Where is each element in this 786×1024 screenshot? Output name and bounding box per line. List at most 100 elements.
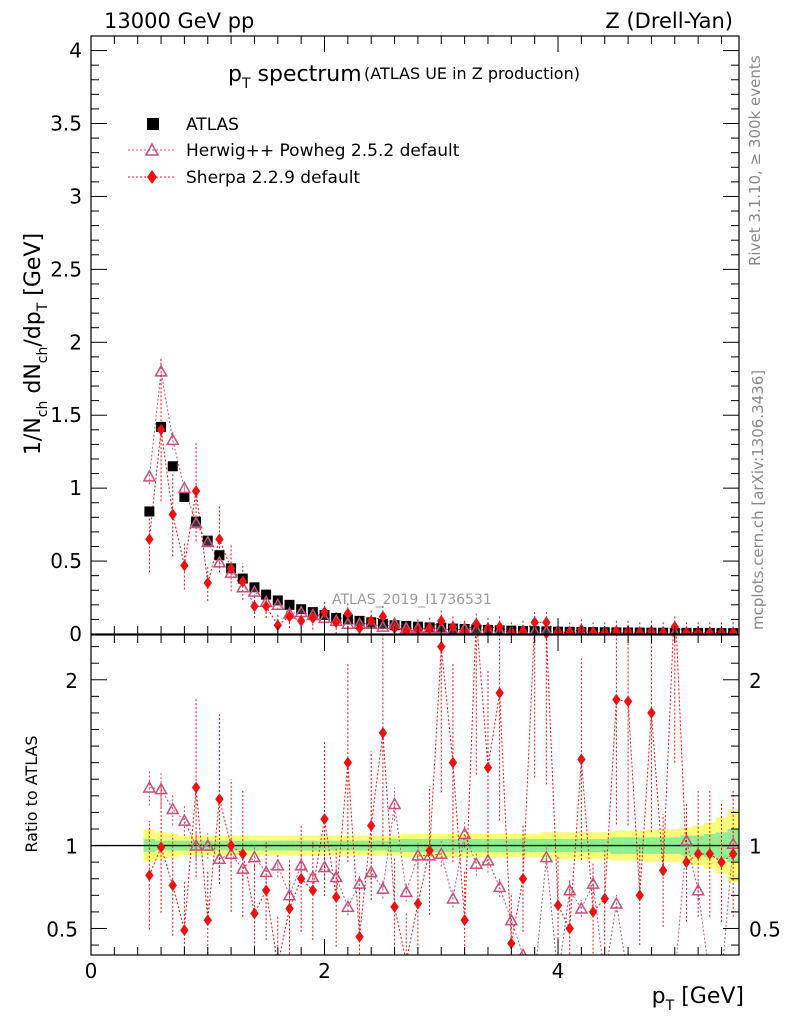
sherpa-point bbox=[180, 559, 189, 572]
herwig-ratio-point bbox=[481, 853, 495, 866]
top-y-tick-label: 1.5 bbox=[50, 403, 82, 427]
sherpa-point bbox=[238, 575, 247, 588]
herwig-point bbox=[271, 597, 285, 610]
sherpa-point bbox=[331, 616, 341, 629]
herwig-ratio-point bbox=[282, 888, 297, 901]
atlas-data-point bbox=[354, 615, 365, 626]
herwig-ratio-point bbox=[623, 973, 634, 983]
bottom-y-tick-label-right: 0.5 bbox=[749, 917, 781, 941]
plot-title: pT spectrum bbox=[228, 62, 362, 92]
sherpa-point bbox=[588, 626, 598, 634]
x-tick-label: 0 bbox=[85, 959, 98, 983]
herwig-ratio-point bbox=[646, 973, 657, 983]
sherpa-ratio-point bbox=[331, 891, 341, 903]
herwig-ratio-point bbox=[142, 780, 157, 793]
header-left: 13000 GeV pp bbox=[104, 9, 254, 33]
header-right: Z (Drell-Yan) bbox=[605, 9, 733, 33]
sherpa-point bbox=[168, 508, 177, 521]
x-tick-label: 4 bbox=[552, 959, 565, 983]
sherpa-ratio-point bbox=[320, 813, 329, 825]
sherpa-point bbox=[705, 626, 715, 634]
sherpa-ratio-point bbox=[413, 897, 423, 910]
herwig-ratio-point bbox=[704, 973, 715, 983]
legend-label-herwig: Herwig++ Powheg 2.5.2 default bbox=[186, 141, 460, 161]
bottom-y-tick-label: 1 bbox=[65, 835, 78, 859]
herwig-ratio-point bbox=[259, 865, 273, 878]
sherpa-ratio-point bbox=[658, 864, 668, 877]
sherpa-point bbox=[448, 620, 458, 633]
top-y-tick-label: 0 bbox=[69, 622, 82, 646]
herwig-ratio-point bbox=[469, 856, 484, 869]
sherpa-point bbox=[296, 614, 306, 627]
plot-title-note: (ATLAS UE in Z production) bbox=[364, 64, 580, 83]
sherpa-ratio-point bbox=[156, 841, 166, 854]
bottom-y-tick-label: 2 bbox=[65, 669, 78, 693]
sherpa-ratio-point bbox=[274, 959, 282, 971]
herwig-ratio-point bbox=[177, 813, 192, 826]
sherpa-point bbox=[145, 533, 154, 546]
sherpa-ratio-point bbox=[191, 781, 201, 794]
sherpa-point bbox=[308, 612, 318, 624]
herwig-ratio-point bbox=[200, 838, 215, 851]
sherpa-ratio-point bbox=[261, 884, 271, 897]
x-tick-label: 2 bbox=[318, 959, 331, 983]
sherpa-point bbox=[250, 600, 259, 613]
bottom-frame bbox=[90, 634, 740, 956]
herwig-ratio-point bbox=[691, 883, 705, 896]
y-axis-label: 1/Nch dNch/dpT [GeV] bbox=[21, 233, 51, 455]
sherpa-ratio-point bbox=[612, 693, 621, 706]
sherpa-ratio-point bbox=[635, 889, 644, 902]
sherpa-ratio-point bbox=[226, 839, 236, 852]
sherpa-ratio-point bbox=[145, 869, 154, 882]
herwig-ratio-point bbox=[679, 833, 694, 846]
sherpa-ratio-point bbox=[308, 884, 318, 897]
sherpa-ratio-point bbox=[553, 899, 563, 912]
bottom-y-tick-label-right: 2 bbox=[749, 669, 762, 693]
herwig-ratio-point bbox=[212, 851, 227, 864]
herwig-ratio-point bbox=[294, 858, 308, 871]
herwig-ratio-point bbox=[317, 860, 332, 873]
herwig-ratio-point bbox=[599, 973, 610, 983]
herwig-ratio-point bbox=[586, 876, 600, 889]
sherpa-point bbox=[320, 606, 329, 619]
top-frame bbox=[90, 35, 740, 635]
sherpa-ratio-point bbox=[168, 879, 177, 892]
legend-label-atlas: ATLAS bbox=[186, 115, 239, 135]
ratio-panel bbox=[91, 635, 739, 983]
top-y-tick-label: 3 bbox=[69, 184, 82, 208]
sherpa-ratio-point bbox=[565, 922, 574, 935]
sherpa-ratio-point bbox=[623, 695, 633, 708]
herwig-point bbox=[212, 555, 227, 568]
atlas-data-point bbox=[144, 506, 155, 517]
sherpa-point bbox=[612, 625, 621, 634]
legend-marker-herwig bbox=[144, 142, 160, 156]
atlas-data-point bbox=[284, 599, 295, 610]
sherpa-ratio-point bbox=[215, 793, 224, 806]
atlas-data-point bbox=[179, 491, 190, 502]
sherpa-ratio-point bbox=[355, 930, 364, 943]
sherpa-ratio-point bbox=[448, 756, 458, 769]
top-y-tick-label: 4 bbox=[69, 39, 82, 63]
herwig-ratio-point bbox=[247, 850, 262, 863]
sherpa-point bbox=[495, 620, 504, 633]
sherpa-point bbox=[658, 626, 668, 634]
sherpa-ratio-point bbox=[577, 753, 586, 766]
herwig-ratio-point bbox=[399, 884, 414, 898]
herwig-ratio-point bbox=[341, 899, 355, 913]
top-y-tick-label: 1 bbox=[69, 476, 82, 500]
atlas-data-point bbox=[296, 604, 307, 615]
sherpa-point bbox=[203, 577, 212, 589]
sherpa-point bbox=[191, 485, 201, 497]
herwig-ratio-point bbox=[434, 846, 449, 860]
sherpa-point bbox=[472, 617, 481, 630]
herwig-ratio-point bbox=[224, 846, 238, 860]
sherpa-point bbox=[226, 562, 236, 575]
legend-label-sherpa: Sherpa 2.2.9 default bbox=[186, 168, 360, 188]
herwig-ratio-point bbox=[154, 782, 168, 795]
herwig-ratio-point bbox=[376, 881, 390, 894]
sherpa-ratio-point bbox=[588, 906, 598, 918]
herwig-ratio-point bbox=[165, 802, 180, 815]
sherpa-ratio-point bbox=[507, 937, 516, 950]
herwig-ratio-point bbox=[236, 861, 250, 874]
top-y-tick-label: 2 bbox=[69, 330, 82, 354]
